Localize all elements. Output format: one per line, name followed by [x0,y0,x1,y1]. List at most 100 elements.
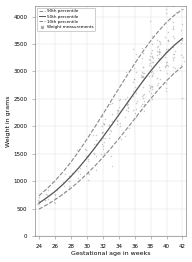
Point [103,117,106,121]
Point [157,52,161,56]
Point [100,152,103,156]
Point [139,75,142,80]
Point [147,74,150,78]
Point [47,197,50,201]
Point [142,85,145,90]
Point [173,35,176,40]
Point [86,170,89,174]
Point [166,30,169,35]
Point [103,139,106,144]
Point [149,64,152,68]
Point [126,102,129,106]
Point [102,121,105,125]
Point [165,7,168,12]
Point [103,136,106,140]
Point [164,81,167,85]
Point [156,53,159,57]
Point [126,109,129,113]
Point [134,91,137,95]
Point [135,70,138,74]
Point [135,106,138,111]
Point [109,154,113,158]
Point [151,34,154,38]
Point [164,60,167,64]
Point [125,102,128,106]
Point [118,97,122,102]
Point [131,89,134,94]
Point [86,154,89,158]
Point [125,107,128,112]
Point [109,128,112,132]
Point [67,173,70,178]
Point [53,196,56,200]
Point [118,124,121,128]
Point [150,84,153,89]
Point [79,166,82,170]
Point [101,144,104,148]
Point [134,85,137,89]
Point [158,49,161,53]
Point [140,102,143,106]
Point [87,172,90,177]
Point [175,10,178,14]
Point [55,188,58,192]
Point [171,34,175,38]
Point [46,188,49,192]
Point [141,74,144,78]
Point [118,98,121,102]
Point [150,91,153,95]
Point [172,4,175,8]
Point [132,47,135,51]
Point [158,42,161,46]
Point [157,39,160,43]
Point [172,52,175,56]
Point [149,61,152,66]
Point [174,49,177,53]
Point [181,7,185,11]
Point [53,200,56,204]
Point [151,69,154,73]
Point [115,122,118,126]
Point [101,147,104,151]
Y-axis label: Weight in grams: Weight in grams [6,95,11,146]
Point [54,193,57,197]
Point [103,122,106,127]
Point [110,101,113,105]
Point [151,54,154,58]
Point [75,148,79,152]
Point [61,192,64,196]
Point [141,75,144,79]
Point [156,43,159,48]
Point [143,92,146,96]
Point [151,48,154,52]
Point [63,172,66,176]
Point [155,38,158,42]
Point [94,133,97,137]
Point [164,63,167,67]
Point [157,50,160,54]
Point [143,102,146,106]
Point [180,53,183,57]
Point [151,60,154,64]
Point [142,65,145,69]
Point [156,81,160,85]
Point [116,119,119,123]
Point [110,163,113,168]
Point [142,96,145,100]
Point [132,94,135,98]
Point [127,99,130,103]
Point [159,50,162,54]
Point [93,141,96,146]
Point [165,50,168,54]
Point [86,171,89,175]
Point [165,89,168,93]
Point [108,132,111,136]
Point [94,154,97,159]
Point [141,65,144,69]
Point [87,178,90,182]
Point [68,184,71,188]
Point [172,19,175,24]
Point [123,134,126,138]
Point [38,194,41,199]
Point [139,108,142,112]
